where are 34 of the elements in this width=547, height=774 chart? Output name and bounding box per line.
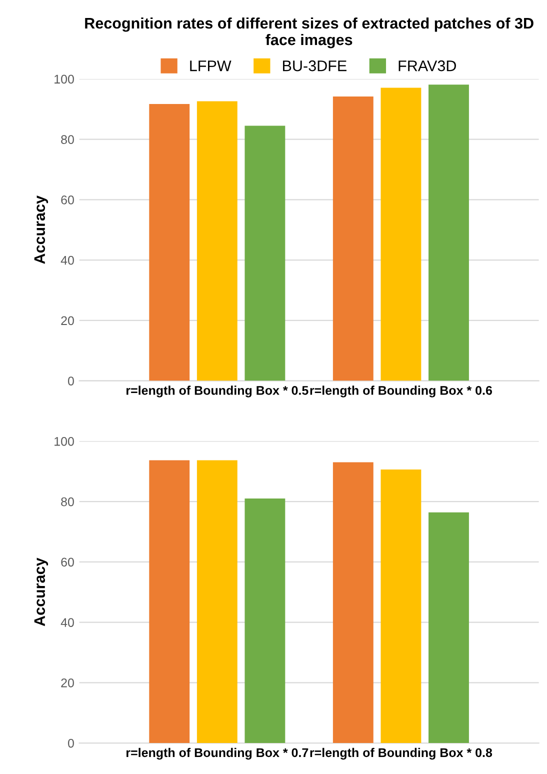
x-tick-label: r=length of Bounding Box * 0.5 xyxy=(126,386,308,398)
y-tick-label: 60 xyxy=(61,558,74,567)
y-tick-label: 60 xyxy=(61,195,74,204)
x-tick-label: r=length of Bounding Box * 0.6 xyxy=(310,386,492,398)
y-tick-label: 100 xyxy=(54,436,74,446)
y-tick-label: 80 xyxy=(61,135,74,144)
y-tick-label: 0 xyxy=(68,376,74,386)
bar xyxy=(149,104,190,381)
bar xyxy=(149,460,190,744)
y-tick-label: 0 xyxy=(68,738,74,748)
y-tick-label: 20 xyxy=(61,316,74,326)
bar xyxy=(380,470,422,744)
y-tick-label: 80 xyxy=(61,497,74,506)
bar xyxy=(244,126,286,381)
y-tick-label: 100 xyxy=(54,74,74,84)
bar xyxy=(332,462,374,744)
bar xyxy=(196,101,238,381)
legend-label: LFPW xyxy=(190,60,232,72)
legend-label: BU-3DFE xyxy=(283,60,346,72)
chart-title: Recognition rates of different sizes of extracted patches of 3D face images xyxy=(85,17,534,48)
y-tick-label: 40 xyxy=(60,618,74,627)
bar xyxy=(380,88,422,381)
bar xyxy=(332,96,374,381)
bar xyxy=(244,498,286,744)
y-axis-title: Accuracy xyxy=(34,558,48,626)
x-tick-label: r=length of Bounding Box * 0.7 xyxy=(126,748,308,760)
y-tick-label: 40 xyxy=(60,256,74,265)
y-tick-label: 20 xyxy=(61,678,74,688)
bar xyxy=(428,84,469,381)
legend-label: FRAV3D xyxy=(398,60,456,72)
bar xyxy=(196,460,238,744)
y-axis-title: Accuracy xyxy=(34,196,48,264)
x-tick-label: r=length of Bounding Box * 0.8 xyxy=(310,748,492,760)
bar xyxy=(428,512,469,744)
